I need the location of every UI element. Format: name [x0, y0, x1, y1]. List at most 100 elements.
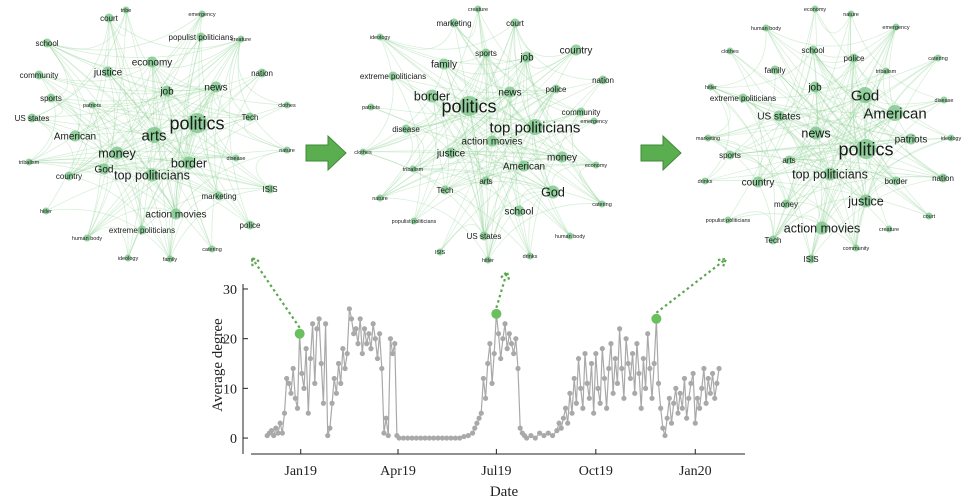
node-circle	[934, 54, 942, 62]
node-court: court	[100, 13, 119, 23]
node-disease: disease	[227, 154, 245, 162]
data-point	[346, 306, 352, 312]
node-label: job	[519, 53, 534, 64]
network-edge	[31, 117, 74, 177]
data-point	[331, 375, 337, 382]
node-label: money	[98, 146, 136, 160]
data-point	[699, 385, 705, 391]
network-edge	[125, 9, 177, 215]
network-edge	[379, 36, 528, 65]
network-edge	[450, 88, 557, 154]
data-point	[413, 435, 419, 441]
node-circle	[69, 130, 81, 142]
network-edge	[729, 69, 776, 156]
node-label: Tech	[765, 236, 782, 245]
network-edge	[169, 122, 198, 260]
network-edge	[778, 49, 814, 117]
network-edge	[729, 50, 867, 150]
data-point	[705, 375, 711, 382]
node-circle	[707, 83, 715, 91]
node-tech: Tech	[242, 112, 258, 122]
node-tribe: tribe	[121, 6, 131, 14]
node-circle	[34, 70, 44, 80]
network-edge	[707, 70, 887, 139]
network-edge	[468, 105, 597, 166]
node-justice: justice	[93, 66, 123, 79]
network-edge	[443, 63, 485, 237]
node-circle	[198, 10, 206, 18]
node-justice: justice	[847, 194, 883, 208]
network-edge	[392, 75, 563, 158]
network-edge	[487, 49, 577, 261]
average-degree-chart: 0 10 20 30 Jan19 Apr19 Jul19 Oct19 Jan20 Date Av…	[210, 256, 745, 500]
node-label: action movies	[461, 137, 522, 148]
node-circle	[46, 93, 56, 103]
network-edge	[392, 75, 557, 94]
network-edge	[704, 180, 930, 217]
network-edge	[74, 86, 217, 137]
y-tick-label: 20	[223, 333, 237, 348]
network-edge	[379, 36, 536, 128]
data-point	[686, 395, 692, 401]
network-edge	[444, 189, 485, 237]
network-edge	[151, 61, 288, 106]
network-edge	[855, 138, 912, 249]
node-circle	[27, 113, 37, 123]
data-point	[679, 405, 685, 411]
node-label: populist politicians	[706, 218, 751, 224]
node-label: ideology	[941, 136, 962, 142]
network-edge	[742, 97, 831, 175]
network-edge	[46, 42, 105, 170]
data-point	[562, 405, 569, 411]
network-edge	[788, 159, 897, 182]
network-edge	[855, 112, 896, 249]
node-label: news	[801, 126, 830, 140]
network-edge	[405, 128, 563, 158]
data-point	[400, 435, 407, 441]
node-circle	[847, 10, 855, 18]
data-point	[714, 380, 720, 386]
network-edge	[392, 75, 487, 182]
network-edge	[50, 97, 143, 231]
data-point	[508, 341, 515, 347]
node-label: hitler	[40, 209, 52, 215]
network-edge	[31, 97, 63, 119]
node-circle	[811, 5, 819, 13]
node-label: nature	[279, 148, 295, 154]
network-edge	[151, 86, 217, 176]
node-label: job	[807, 83, 822, 94]
network-edge	[729, 154, 787, 205]
network-edge	[812, 49, 867, 150]
data-point	[584, 380, 590, 386]
network-edge	[468, 105, 554, 193]
node-politics: politics	[838, 139, 894, 159]
network-edge	[362, 151, 485, 237]
network-edge	[757, 49, 814, 183]
network-edge	[392, 75, 493, 142]
node-circle	[484, 256, 492, 264]
node-extreme-politicians: extreme politicians	[109, 225, 175, 235]
network-edge	[108, 17, 242, 49]
node-circle	[124, 254, 132, 262]
network-edge	[526, 56, 597, 166]
node-circle	[245, 112, 255, 122]
node-label: politics	[838, 139, 893, 159]
network-edge	[785, 112, 896, 205]
network-edge	[785, 176, 944, 205]
network-edge	[774, 69, 867, 150]
node-marketing: marketing	[696, 134, 720, 142]
network-edge	[810, 148, 867, 260]
network-edge	[50, 97, 198, 124]
node-circle	[214, 191, 224, 201]
data-point	[333, 390, 339, 396]
node-circle	[885, 225, 893, 233]
node-label: American	[863, 105, 926, 122]
data-point	[292, 395, 298, 401]
network-edge	[774, 69, 930, 217]
network-edge	[127, 134, 155, 259]
node-label: action movies	[145, 210, 206, 221]
data-point	[673, 385, 679, 391]
highlight-points	[294, 308, 662, 339]
dotted-arrow-jan19	[251, 257, 301, 329]
highlight-point-nov19	[651, 313, 662, 324]
